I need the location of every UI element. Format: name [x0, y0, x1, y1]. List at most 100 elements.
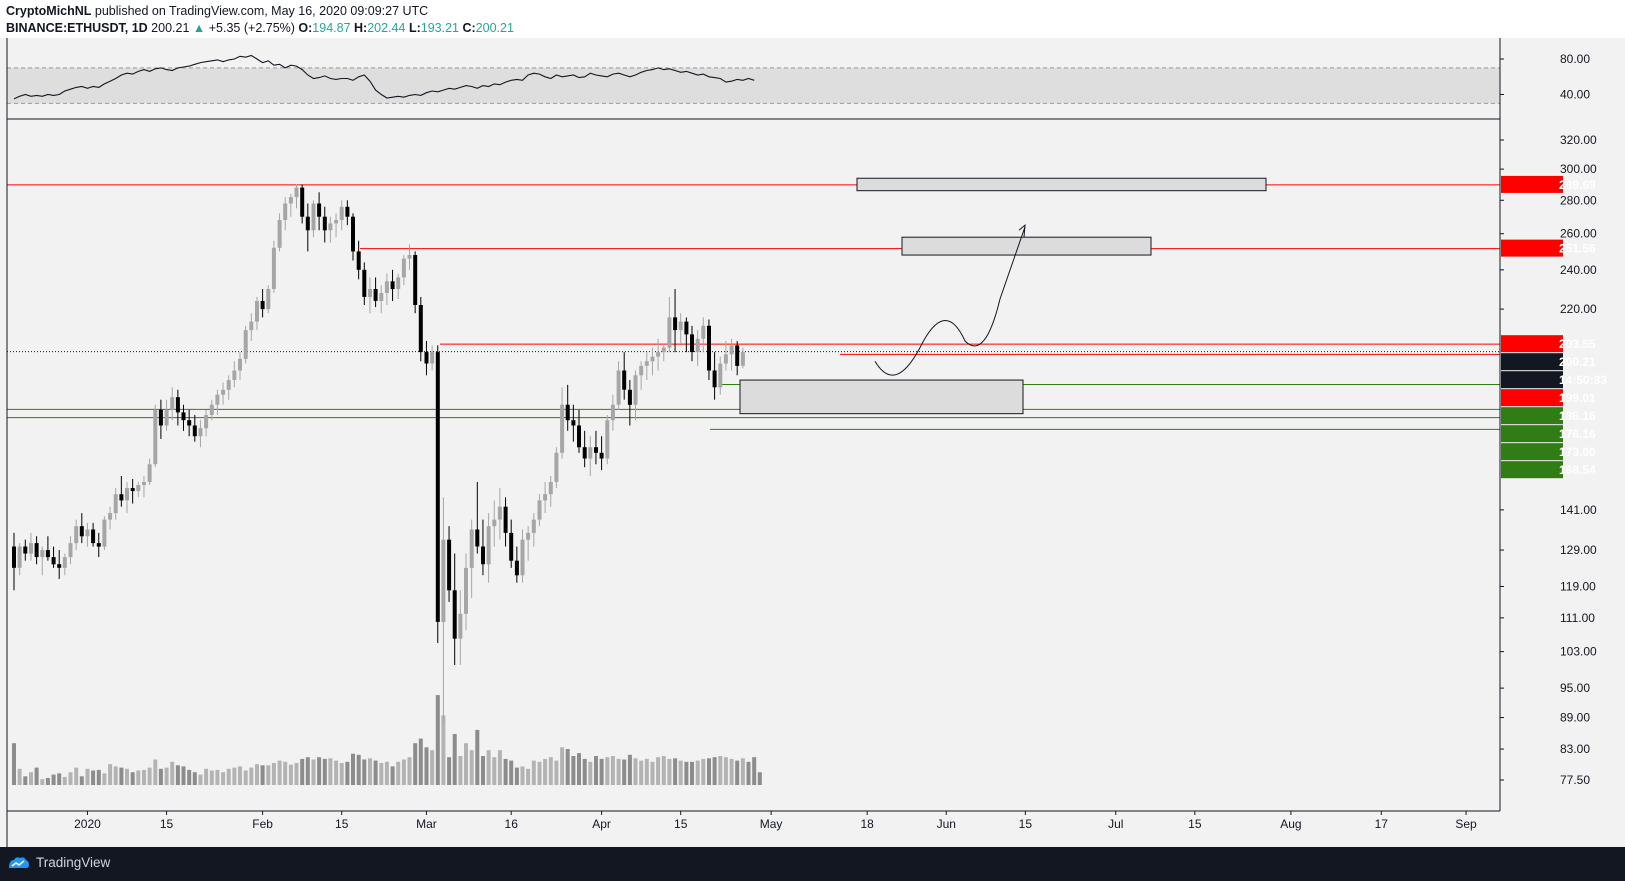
rsi-axis-label: 80.00 — [1560, 52, 1590, 66]
author-name[interactable]: CryptoMichNL — [6, 4, 92, 18]
candle-body — [554, 452, 559, 482]
volume-bar — [452, 734, 457, 785]
chart-canvas[interactable]: 80.00 40.00 320.00 300.00 280.00 260.00 240.00… — [0, 38, 1625, 847]
volume-bar — [249, 767, 254, 785]
publish-info: published on TradingView.com, May 16, 20… — [94, 4, 429, 18]
volume-bar — [565, 749, 570, 785]
candle-body — [136, 485, 141, 492]
volume-bar — [740, 758, 745, 785]
drawing-annotations — [739, 177, 1267, 415]
symbol-name[interactable]: BINANCE:ETHUSDT, 1D — [6, 21, 148, 35]
candle-body — [396, 277, 401, 289]
candle-body — [96, 543, 101, 547]
candle-body — [588, 447, 593, 459]
candle-body — [243, 330, 248, 359]
candle-body — [62, 557, 67, 568]
volume-bar — [537, 761, 542, 785]
candle-body — [130, 488, 135, 492]
volume-bar — [458, 756, 463, 785]
candle-body — [610, 404, 615, 421]
price-badge-label: 186.16 — [1559, 409, 1596, 423]
candle-body — [147, 464, 152, 482]
close-label: C: — [462, 21, 476, 35]
volume-bar — [407, 757, 412, 785]
candle-body — [565, 404, 570, 421]
volume-bar — [136, 770, 141, 785]
price-axis-label: 300.00 — [1560, 162, 1597, 176]
volume-bar — [633, 758, 638, 785]
volume-bar — [441, 715, 446, 785]
candle-body — [594, 447, 598, 453]
volume-bar — [486, 750, 491, 785]
price-badge — [1501, 239, 1563, 257]
candle-body — [79, 526, 84, 537]
candle-body — [334, 220, 339, 224]
candle-body — [435, 352, 440, 622]
volume-bar — [622, 759, 627, 785]
price-axis-label: 77.50 — [1560, 773, 1590, 787]
candle-body — [661, 347, 666, 353]
candle-body — [102, 519, 107, 547]
volume-bar — [164, 767, 169, 785]
volume-bar — [339, 763, 344, 785]
publish-line: CryptoMichNL published on TradingView.co… — [6, 4, 428, 18]
candle-body — [656, 352, 661, 357]
volume-bar — [413, 743, 418, 785]
tradingview-branding[interactable]: TradingView — [8, 855, 110, 870]
price-badge — [1501, 443, 1563, 461]
candle-body — [51, 557, 56, 565]
candle-body — [503, 506, 508, 533]
candle-body — [277, 220, 282, 248]
volume-bar — [723, 757, 728, 785]
volume-bar — [599, 758, 604, 785]
open-label: O: — [298, 21, 313, 35]
price-axis-label: 220.00 — [1560, 302, 1597, 316]
price-axis-label: 83.00 — [1560, 742, 1590, 756]
candle-body — [368, 289, 372, 297]
volume-bar — [644, 758, 649, 785]
candle-body — [481, 546, 485, 565]
time-axis-label: Apr — [592, 817, 611, 831]
volume-bar — [667, 758, 672, 785]
rsi-band — [7, 67, 1500, 104]
symbol-line: BINANCE:ETHUSDT, 1D 200.21 ▲ +5.35 (+2.7… — [6, 21, 514, 35]
time-axis-label: 15 — [1019, 817, 1033, 831]
price-badge — [1501, 335, 1563, 353]
volume-bar — [317, 757, 322, 785]
volume-bar — [362, 759, 367, 785]
price-badge — [1501, 425, 1563, 443]
price-badge-label: 173.00 — [1559, 445, 1596, 459]
rsi-axis-label: 40.00 — [1560, 88, 1590, 102]
volume-bar — [701, 758, 706, 785]
volume-bar — [266, 765, 271, 785]
volume-bar — [356, 754, 361, 785]
candle-body — [390, 281, 395, 290]
volume-bar — [294, 763, 299, 785]
volume-bar — [481, 756, 485, 785]
candle-body — [707, 325, 711, 371]
volume-bar — [447, 757, 452, 785]
candle-body — [379, 293, 384, 301]
candle-body — [418, 305, 423, 353]
time-axis-label: Jul — [1108, 817, 1123, 831]
candle-body — [12, 546, 16, 568]
time-axis-label: 18 — [860, 817, 874, 831]
time-axis-label: 15 — [1188, 817, 1202, 831]
candle-body — [430, 352, 435, 364]
price-axis-label: 260.00 — [1560, 227, 1597, 241]
candle-body — [514, 560, 519, 576]
volume-bar — [119, 767, 124, 785]
price-axis: 80.00 40.00 320.00 300.00 280.00 260.00 240.00… — [6, 38, 1625, 847]
candle-body — [356, 251, 361, 270]
price-badge-label: 200.21 — [1559, 355, 1596, 369]
time-axis: 2020 15 Feb 15 Mar 16 Apr 15 May 18 Jun 15 Jul 15 Aug 1… — [74, 811, 1477, 831]
candle-body — [260, 301, 265, 310]
candle-body — [153, 409, 158, 465]
volume-bar — [17, 768, 22, 785]
tradingview-logo-icon — [9, 856, 29, 868]
time-axis-label: 15 — [335, 817, 349, 831]
volume-bar — [29, 772, 33, 785]
price-axis-label: 89.00 — [1560, 711, 1590, 725]
projected-price-path — [874, 226, 1026, 376]
up-arrow-icon: ▲ — [192, 21, 206, 35]
